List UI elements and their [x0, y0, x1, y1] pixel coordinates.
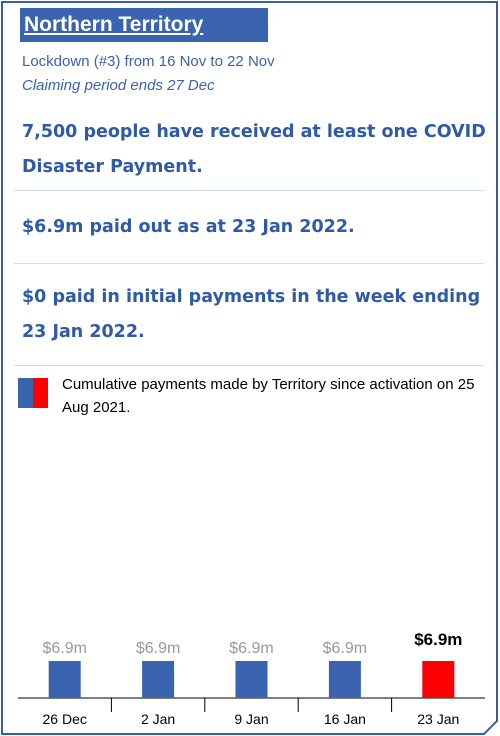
- lockdown-text: Lockdown (#3) from 16 Nov to 22 Nov: [22, 53, 275, 70]
- x-tick-label: 16 Jan: [324, 711, 366, 727]
- stat-text: 7,500 people have received at least one …: [22, 122, 486, 177]
- card-title: Northern Territory: [20, 8, 268, 42]
- bar: [235, 661, 268, 698]
- divider: [14, 190, 484, 191]
- x-tick-label: 9 Jan: [234, 711, 268, 727]
- chart: 26 Dec $6.9m 2 Jan $6.9m 9 Jan $6.9m 16 Jan $6.…: [18, 630, 485, 727]
- x-tick-label: 26 Dec: [43, 711, 87, 727]
- stat-text: $0 paid in initial payments in the week …: [22, 287, 481, 342]
- legend-icon: [18, 378, 48, 408]
- claiming-text: Claiming period ends 27 Dec: [22, 77, 215, 94]
- x-tick-label: 23 Jan: [417, 711, 459, 727]
- value-label: $6.9m: [229, 640, 273, 657]
- value-label: $6.9m: [323, 640, 367, 657]
- legend-text: Cumulative payments made by Territory si…: [62, 376, 475, 416]
- bar: [142, 661, 175, 698]
- bar: [48, 661, 81, 698]
- x-tick-label: 2 Jan: [141, 711, 175, 727]
- divider: [14, 263, 484, 264]
- value-label: $6.9m: [42, 640, 86, 657]
- bar: [328, 661, 361, 698]
- divider: [14, 365, 484, 366]
- value-label: $6.9m: [414, 630, 462, 649]
- stat-text: $6.9m paid out as at 23 Jan 2022.: [22, 217, 355, 237]
- value-label: $6.9m: [136, 640, 180, 657]
- bar: [422, 661, 455, 698]
- legend-swatch: [33, 378, 48, 408]
- legend-swatch: [18, 378, 33, 408]
